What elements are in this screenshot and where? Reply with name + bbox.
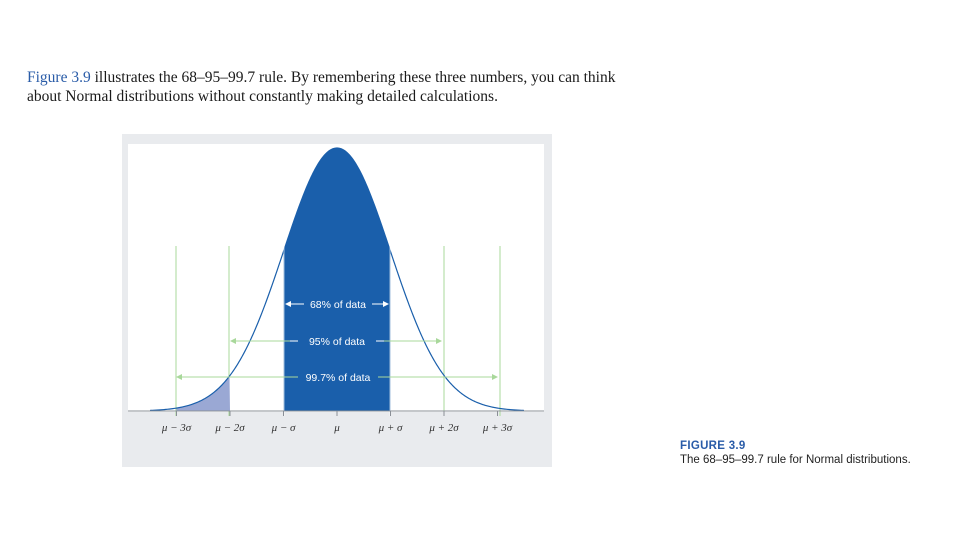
intro-line-2: about Normal distributions without const… (27, 88, 498, 105)
label-68-percent: 68% of data (310, 299, 366, 311)
normal-curve (149, 147, 525, 412)
arrow-95-left-head (230, 338, 236, 344)
label-99-7-percent: 99.7% of data (306, 372, 371, 384)
arrow-95-right-head (436, 338, 442, 344)
normal-curve-diagram: 68% of data 95% of data 99.7% of data μ … (128, 144, 544, 434)
x-axis-tick-label: μ (333, 422, 340, 434)
caption-title: FIGURE 3.9 (680, 440, 746, 452)
arrow-997-right-head (492, 374, 498, 380)
caption-text: The 68–95–99.7 rule for Normal distribut… (680, 454, 911, 466)
x-axis-tick-label: μ − 3σ (161, 422, 192, 434)
figure-reference: Figure 3.9 (27, 69, 91, 86)
figure-caption: FIGURE 3.9 The 68–95–99.7 rule for Norma… (680, 440, 955, 466)
normal-distribution-figure: 68% of data 95% of data 99.7% of data μ … (122, 134, 552, 467)
x-axis-tick-label: μ + σ (378, 422, 403, 434)
one-sigma-region (283, 148, 391, 411)
intro-line-1-text: illustrates the 68–95–99.7 rule. By reme… (90, 69, 616, 86)
x-axis-tick-labels: μ − 3σ μ − 2σ μ − σ μ μ + σ μ + 2σ μ + 3σ (161, 422, 513, 434)
arrow-68-right-head (383, 301, 389, 307)
arrow-997-left-head (176, 374, 182, 380)
x-axis-ticks (176, 411, 498, 416)
x-axis-tick-label: μ − σ (271, 422, 296, 434)
left-tail-region (176, 376, 230, 411)
x-axis-tick-label: μ + 3σ (482, 422, 513, 434)
label-95-percent: 95% of data (309, 336, 365, 348)
x-axis-tick-label: μ + 2σ (428, 422, 459, 434)
x-axis-tick-label: μ − 2σ (214, 422, 245, 434)
arrow-68-left-head (285, 301, 291, 307)
intro-paragraph: Figure 3.9 illustrates the 68–95–99.7 ru… (27, 68, 647, 106)
intro-line-1: Figure 3.9 illustrates the 68–95–99.7 ru… (27, 68, 647, 87)
